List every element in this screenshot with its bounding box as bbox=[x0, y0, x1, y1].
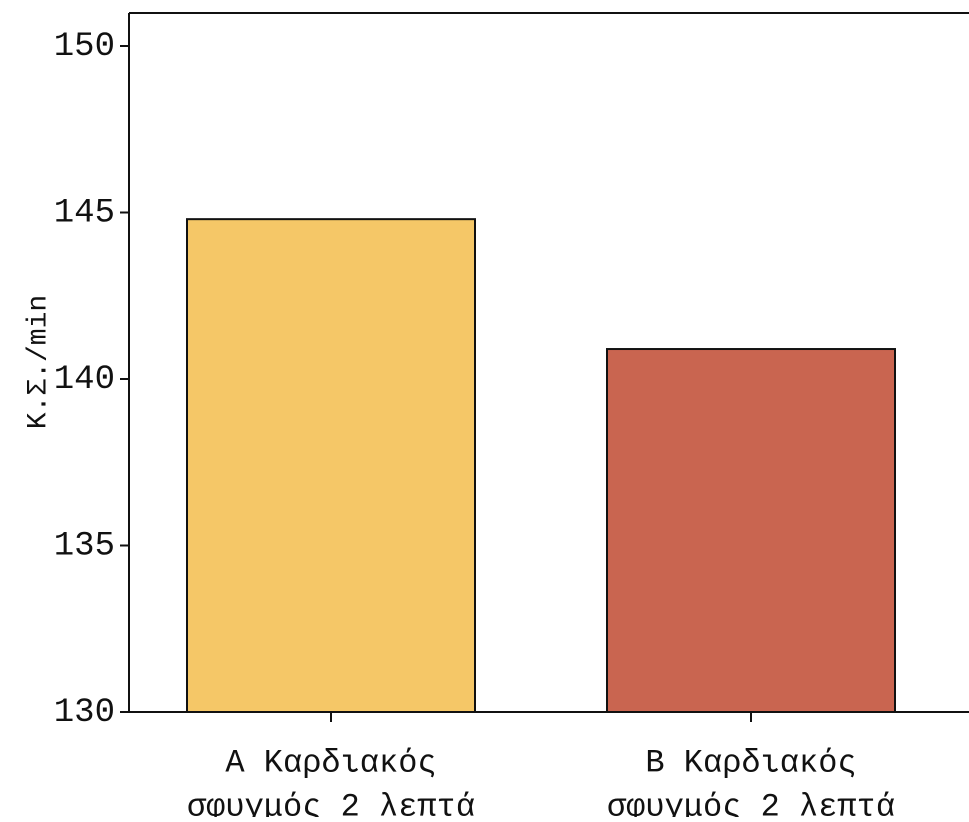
x-tick-label: σφυγμός 2 λεπτά bbox=[607, 788, 895, 817]
y-tick-label: 135 bbox=[54, 527, 115, 565]
bar bbox=[186, 218, 476, 713]
y-tick-label: 130 bbox=[54, 694, 115, 732]
x-ticks bbox=[330, 712, 752, 722]
bar bbox=[606, 348, 896, 713]
x-tick-label: Α Καρδιακός bbox=[225, 744, 436, 781]
x-tick-labels: Α Καρδιακός σφυγμός 2 λεπτά Β Καρδιακός σφυ… bbox=[187, 744, 895, 822]
y-tick-label: 150 bbox=[54, 28, 115, 66]
y-tick-label: 145 bbox=[54, 194, 115, 232]
y-tick-label: 140 bbox=[54, 361, 115, 399]
x-tick-label: σφυγμός 2 λεπτά bbox=[187, 788, 475, 817]
y-ticks: 130 135 140 145 150 bbox=[54, 28, 129, 732]
y-axis-title: Κ.Σ./min bbox=[23, 295, 54, 429]
bars bbox=[186, 218, 896, 713]
x-tick-label: Β Καρδιακός bbox=[645, 744, 856, 781]
